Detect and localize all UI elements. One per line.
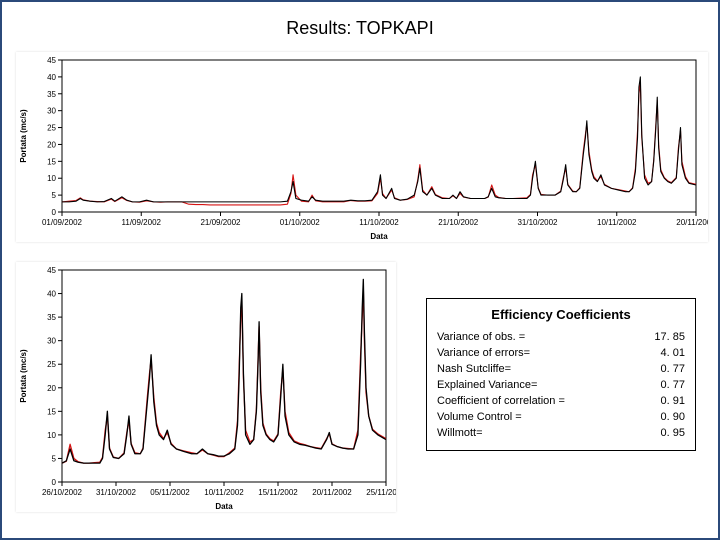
efficiency-row: Variance of obs. = 17. 85 (437, 330, 685, 346)
efficiency-label: Variance of obs. = (437, 330, 525, 346)
efficiency-row: Volume Control = 0. 90 (437, 410, 685, 426)
svg-text:15: 15 (47, 407, 56, 416)
efficiency-label: Willmott= (437, 426, 483, 442)
svg-text:20/11/2002: 20/11/2002 (312, 488, 352, 497)
svg-text:21/10/2002: 21/10/2002 (438, 218, 479, 227)
svg-text:45: 45 (47, 266, 56, 275)
svg-text:40: 40 (47, 73, 56, 82)
efficiency-row: Variance of errors= 4. 01 (437, 346, 685, 362)
efficiency-label: Volume Control = (437, 410, 522, 426)
svg-text:20/11/2002: 20/11/2002 (676, 218, 708, 227)
svg-text:25: 25 (47, 124, 56, 133)
efficiency-value: 17. 85 (645, 330, 685, 346)
svg-text:11/10/2002: 11/10/2002 (359, 218, 399, 227)
svg-text:10: 10 (47, 174, 56, 183)
efficiency-value: 0. 77 (645, 378, 685, 394)
svg-text:25: 25 (47, 360, 56, 369)
chart-bottom: 0 5 10 15 20 25 30 35 40 45 26/10/2002 31/10/2002 05… (16, 262, 396, 512)
svg-text:20: 20 (47, 384, 56, 393)
charts-area: 0 5 10 15 20 25 30 35 40 45 01/09/2002 11/09/2002 21… (16, 52, 704, 524)
svg-text:15/11/2002: 15/11/2002 (258, 488, 298, 497)
efficiency-label: Coefficient of correlation = (437, 394, 565, 410)
svg-text:40: 40 (47, 290, 56, 299)
svg-text:35: 35 (47, 90, 56, 99)
svg-text:11/09/2002: 11/09/2002 (122, 218, 162, 227)
svg-text:01/09/2002: 01/09/2002 (42, 218, 83, 227)
efficiency-row: Willmott= 0. 95 (437, 426, 685, 442)
svg-text:5: 5 (52, 454, 57, 463)
svg-text:10/11/2002: 10/11/2002 (597, 218, 637, 227)
slide-frame: Results: TOPKAPI 0 5 10 15 20 25 30 35 40 45 01/09… (0, 0, 720, 540)
svg-text:Portata (mc/s): Portata (mc/s) (19, 349, 28, 403)
svg-text:30: 30 (47, 107, 56, 116)
svg-text:10: 10 (47, 431, 56, 440)
chart-bottom-svg: 0 5 10 15 20 25 30 35 40 45 26/10/2002 31/10/2002 05… (16, 262, 396, 512)
svg-text:0: 0 (52, 478, 57, 487)
svg-text:45: 45 (47, 56, 56, 65)
efficiency-label: Variance of errors= (437, 346, 530, 362)
efficiency-label: Explained Variance= (437, 378, 537, 394)
svg-text:20: 20 (47, 140, 56, 149)
efficiency-value: 0. 77 (645, 362, 685, 378)
page-title: Results: TOPKAPI (16, 18, 704, 39)
svg-text:05/11/2002: 05/11/2002 (150, 488, 190, 497)
svg-text:31/10/2002: 31/10/2002 (517, 218, 558, 227)
svg-text:01/10/2002: 01/10/2002 (280, 218, 321, 227)
efficiency-row: Explained Variance= 0. 77 (437, 378, 685, 394)
efficiency-value: 0. 95 (645, 426, 685, 442)
efficiency-value: 0. 91 (645, 394, 685, 410)
svg-text:10/11/2002: 10/11/2002 (204, 488, 244, 497)
svg-text:30: 30 (47, 337, 56, 346)
efficiency-value: 0. 90 (645, 410, 685, 426)
efficiency-box: Efficiency Coefficients Variance of obs.… (426, 298, 696, 451)
efficiency-row: Coefficient of correlation = 0. 91 (437, 394, 685, 410)
svg-text:25/11/2002: 25/11/2002 (366, 488, 396, 497)
svg-text:Data: Data (370, 232, 388, 241)
chart-top: 0 5 10 15 20 25 30 35 40 45 01/09/2002 11/09/2002 21… (16, 52, 708, 242)
svg-text:Portata (mc/s): Portata (mc/s) (19, 109, 28, 163)
svg-text:0: 0 (52, 208, 57, 217)
efficiency-label: Nash Sutcliffe= (437, 362, 511, 378)
svg-text:5: 5 (52, 191, 57, 200)
svg-text:Data: Data (215, 502, 233, 511)
efficiency-value: 4. 01 (645, 346, 685, 362)
svg-text:15: 15 (47, 157, 56, 166)
svg-text:26/10/2002: 26/10/2002 (42, 488, 83, 497)
svg-text:31/10/2002: 31/10/2002 (96, 488, 137, 497)
efficiency-title: Efficiency Coefficients (437, 307, 685, 322)
chart-top-svg: 0 5 10 15 20 25 30 35 40 45 01/09/2002 11/09/2002 21… (16, 52, 708, 242)
efficiency-row: Nash Sutcliffe= 0. 77 (437, 362, 685, 378)
svg-text:35: 35 (47, 313, 56, 322)
efficiency-rows: Variance of obs. =17. 85Variance of erro… (437, 330, 685, 442)
svg-text:21/09/2002: 21/09/2002 (200, 218, 241, 227)
